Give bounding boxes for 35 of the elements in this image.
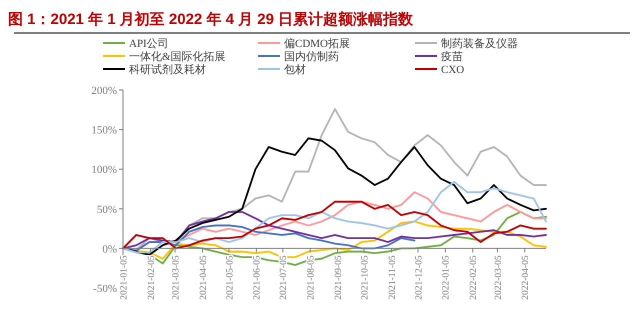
legend-label: 一体化&国际化拓展: [129, 51, 226, 63]
x-tick-label: 2021-02-05: [146, 255, 157, 300]
x-tick-label: 2021-09-05: [334, 255, 344, 300]
x-tick-label: 2021-11-05: [388, 255, 398, 300]
y-tick-label: 200%: [91, 85, 117, 97]
x-tick-label: 2021-06-05: [252, 255, 263, 300]
legend-label: 偏CDMO拓展: [284, 38, 350, 50]
legend-label: 疫苗: [441, 50, 463, 63]
y-tick-label: 50%: [96, 204, 117, 216]
legend-label: CXO: [441, 64, 464, 76]
x-tick-label: 2022-04-05: [521, 255, 532, 300]
legend-label: API公司: [129, 38, 169, 50]
x-tick-label: 2021-07-05: [279, 255, 290, 300]
x-tick-label: 2021-10-05: [360, 255, 370, 300]
x-tick-label: 2021-04-05: [198, 255, 209, 300]
line-series: [122, 211, 547, 250]
x-tick-label: 2022-02-05: [469, 255, 480, 300]
legend-label: 国内仿制药: [284, 50, 339, 63]
legend-label: 包材: [284, 63, 306, 76]
legend-label: 制药装备及仪器: [441, 37, 518, 50]
legend-label: 科研试剂及耗材: [129, 63, 206, 76]
x-tick-label: 2021-01-05: [119, 255, 130, 300]
x-tick-label: 2021-03-05: [172, 255, 182, 300]
x-tick-label: 2022-03-05: [494, 255, 504, 300]
x-tick-label: 2021-05-05: [225, 255, 236, 300]
y-tick-label: 100%: [91, 164, 117, 176]
x-tick-label: 2021-12-05: [414, 255, 424, 300]
x-tick-label: 2021-08-05: [306, 255, 317, 300]
x-tick-label: 2022-01-05: [442, 255, 452, 300]
y-tick-label: -50%: [93, 283, 117, 295]
line-series: [122, 200, 547, 250]
y-tick-label: 0%: [102, 243, 117, 256]
chart-title: 图 1：2021 年 1 月初至 2022 年 4 月 29 日累计超额涨幅指数: [8, 10, 414, 28]
y-tick-label: 150%: [91, 124, 117, 137]
line-series: [122, 180, 547, 254]
